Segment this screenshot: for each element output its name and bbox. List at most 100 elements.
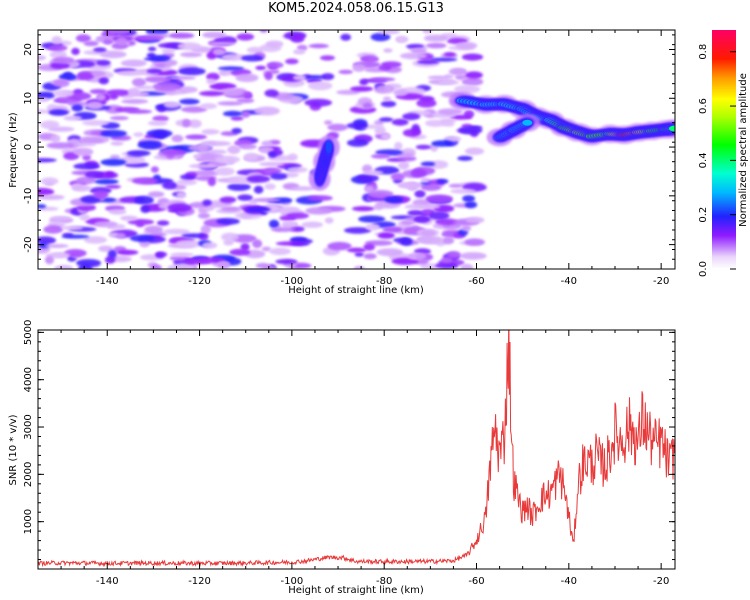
heatmap-cell [38, 194, 65, 200]
heatmap-cell [258, 146, 274, 154]
heatmap-cell [399, 52, 427, 60]
heatmap-cell [214, 167, 235, 176]
heatmap-cell [435, 262, 459, 269]
heatmap-cell [76, 71, 94, 81]
heatmap-cell [363, 253, 377, 260]
heatmap-cell [43, 225, 63, 234]
heatmap-cell [180, 106, 208, 113]
heatmap-cell [365, 223, 380, 231]
heatmap-cell [449, 114, 473, 120]
heatmap-cell [38, 187, 55, 196]
heatmap-cell [301, 221, 323, 228]
x-tick-label: -140 [96, 576, 119, 587]
heatmap-cell [402, 128, 420, 137]
heatmap-cell [168, 32, 195, 39]
heatmap-cell [264, 167, 282, 175]
heatmap-cell [354, 252, 364, 257]
heatmap-cell [40, 177, 59, 185]
heatmap-cell [120, 215, 138, 221]
heatmap-cell [75, 34, 91, 43]
snr-ticks: -140 -120 -100 -80 -60 -40 -20 1000 2000 3000 4000… [23, 320, 675, 587]
heatmap-cell [163, 101, 181, 109]
colorbar-gradient [712, 30, 736, 269]
heatmap-cell [374, 119, 384, 126]
heatmap-cell [76, 176, 96, 185]
heatmap-cell [402, 113, 421, 121]
heatmap-cell [255, 65, 267, 70]
heatmap-cell [307, 195, 333, 202]
heatmap-cell [282, 220, 299, 228]
heatmap-cell [461, 53, 484, 61]
heatmap-cell [182, 119, 191, 128]
heatmap-cell [340, 33, 352, 41]
heatmap-cell [378, 64, 392, 71]
y-tick-label: 1000 [23, 509, 34, 534]
heatmap-cell [144, 76, 171, 83]
heatmap-cell [264, 89, 279, 98]
heatmap-cell [404, 204, 428, 210]
heatmap-cell [289, 236, 308, 243]
heatmap-cell [346, 122, 368, 129]
heatmap-cell [188, 144, 213, 152]
heatmap-cell [379, 117, 394, 122]
heatmap-cell [236, 33, 255, 41]
heatmap-cell [227, 183, 251, 191]
heatmap-cell [383, 96, 391, 101]
heatmap-cell [405, 44, 424, 49]
heatmap-cell [437, 108, 463, 115]
heatmap-cell [120, 59, 147, 67]
heatmap-cell [174, 263, 195, 269]
heatmap-cell [268, 151, 277, 158]
heatmap-cell [465, 71, 483, 79]
heatmap-cell [377, 232, 395, 239]
heatmap-cell [422, 204, 441, 210]
heatmap-cell [338, 69, 354, 75]
heatmap-cell [324, 217, 334, 224]
heatmap-cell [221, 232, 239, 242]
x-tick-label: -80 [376, 576, 392, 587]
heatmap-cell [320, 55, 335, 61]
heatmap-cell [135, 221, 145, 228]
x-tick-label: -120 [188, 576, 211, 587]
heatmap-cell [167, 203, 192, 213]
heatmap-cell [285, 58, 299, 65]
y-tick-label: 5000 [23, 320, 34, 345]
heatmap-cell [384, 196, 404, 204]
heatmap-cell [275, 258, 298, 265]
heatmap-cell [38, 204, 47, 209]
heatmap-cell [418, 235, 444, 245]
heatmap-cell [146, 68, 163, 74]
heatmap-cell [437, 80, 460, 85]
heatmap-cell [276, 206, 300, 213]
heatmap-cell [156, 220, 170, 226]
heatmap-cell [155, 63, 166, 68]
heatmap-cell [240, 243, 250, 251]
heatmap-cell [461, 77, 484, 86]
heatmap-cell [199, 103, 218, 110]
heatmap-cell [108, 209, 127, 215]
heatmap-cell [192, 170, 220, 177]
heatmap-cell [393, 237, 410, 243]
heatmap-cell [117, 70, 145, 76]
heatmap-cell [215, 155, 241, 164]
colorbar-tick-label: 0.8 [698, 44, 709, 60]
heatmap-cell [140, 205, 151, 214]
heatmap-cell [380, 133, 391, 140]
heatmap-cell [287, 166, 308, 173]
heatmap-cell [83, 236, 108, 244]
heatmap-cell [137, 140, 163, 150]
heatmap-cell [40, 120, 60, 129]
heatmap-cell [177, 67, 206, 76]
heatmap-cell [416, 98, 437, 108]
heatmap-cell [38, 55, 46, 61]
spectrogram-xlabel: Height of straight line (km) [288, 285, 424, 296]
y-tick-label: 20 [23, 43, 34, 56]
heatmap-cell [50, 134, 61, 143]
heatmap-cell [264, 71, 273, 81]
heatmap-cell [83, 40, 99, 47]
heatmap-cell [152, 115, 169, 122]
y-tick-label: 3000 [23, 414, 34, 439]
x-tick-label: -60 [468, 576, 484, 587]
heatmap-cell [286, 212, 310, 219]
